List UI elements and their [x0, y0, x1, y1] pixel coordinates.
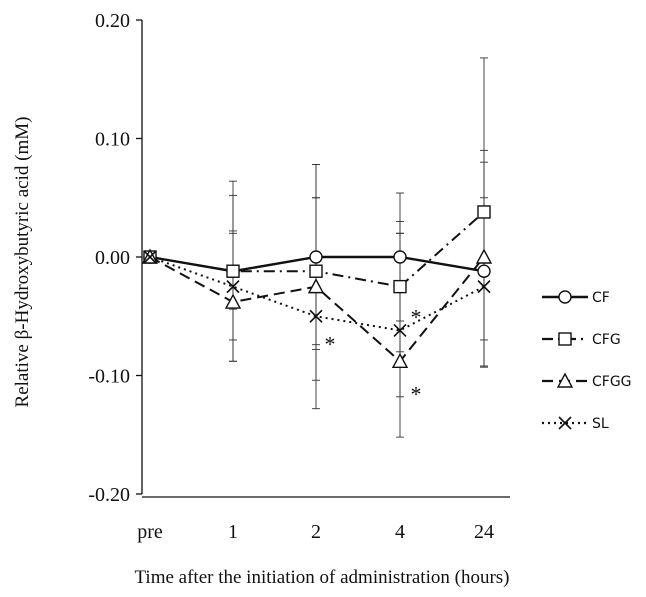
- legend-label-sl: SL: [592, 416, 609, 432]
- x-tick-label: 2: [311, 521, 321, 543]
- data-point-sl: [226, 280, 240, 294]
- legend-label-cfg: CFG: [592, 332, 621, 348]
- data-point-cfgg: [224, 293, 242, 309]
- x-axis-title: Time after the initiation of administrat…: [134, 567, 509, 588]
- annotations: * * *: [325, 304, 422, 406]
- data-point-cfgg: [391, 352, 409, 368]
- data-point-cfg: [393, 279, 407, 294]
- x-tick-label: pre: [137, 521, 163, 543]
- y-tick-label: -0.20: [88, 484, 130, 506]
- data-point-cfg: [477, 205, 491, 219]
- data-point-cf: [309, 250, 323, 264]
- data-point-cfgg: [475, 248, 493, 264]
- data-point-sl: [143, 250, 157, 264]
- data-point-cfg: [309, 264, 323, 278]
- significance-asterisk: *: [411, 381, 422, 406]
- y-tick-label: 0.10: [95, 129, 130, 151]
- legend: CF CFG CFGG SL: [542, 290, 632, 432]
- significance-asterisk: *: [325, 332, 336, 357]
- data-point-sl: [477, 280, 491, 294]
- y-tick-label: -0.10: [88, 366, 130, 388]
- legend-label-cfgg: CFGG: [592, 374, 632, 390]
- data-point-cf: [393, 250, 407, 264]
- y-axis-title: Relative β-Hydroxybutyric acid (mM): [12, 117, 33, 408]
- data-point-cf: [477, 264, 491, 278]
- legend-marker-cf: [558, 290, 572, 304]
- legend-marker-sl: [558, 416, 572, 430]
- y-tick-label: 0.00: [95, 247, 130, 269]
- legend-marker-cfgg: [556, 372, 574, 388]
- data-point-sl: [309, 309, 323, 323]
- x-tick-label: 24: [474, 521, 494, 543]
- data-point-cfgg: [307, 278, 325, 294]
- y-tick-label: 0.20: [95, 10, 130, 32]
- x-tick-label: 1: [228, 521, 238, 543]
- legend-label-cf: CF: [592, 290, 610, 306]
- series-markers: [141, 205, 493, 368]
- significance-asterisk: *: [411, 304, 422, 329]
- legend-marker-cfg: [558, 332, 572, 346]
- data-point-sl: [393, 323, 407, 338]
- x-tick-label: 4: [395, 521, 405, 543]
- data-point-cfg: [226, 264, 240, 278]
- error-bars: [229, 57, 488, 438]
